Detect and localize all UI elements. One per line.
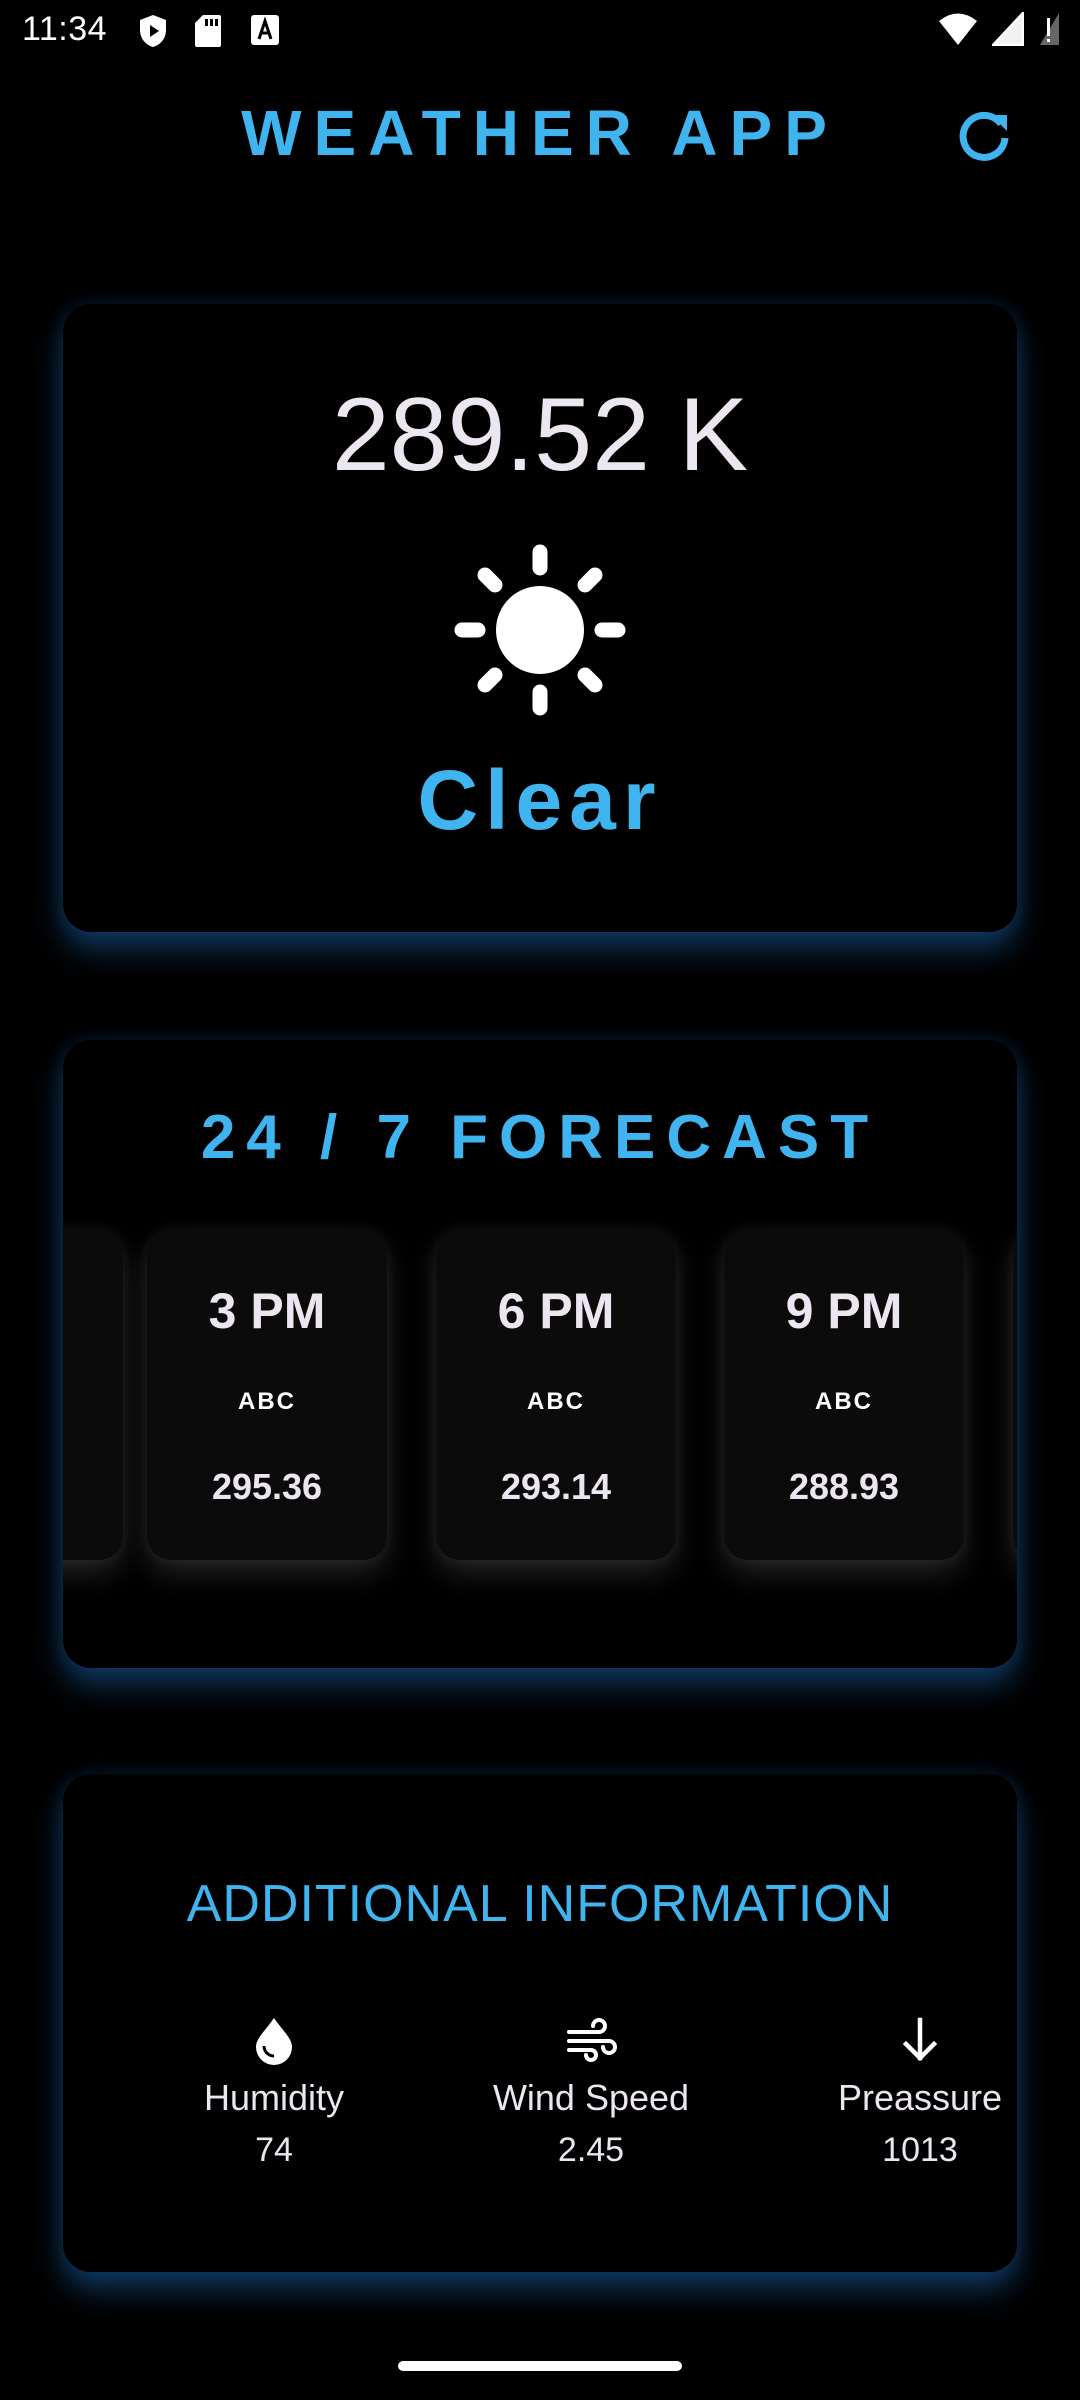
wind-speed-value: 2.45 (557, 2131, 625, 2169)
refresh-icon (959, 111, 1009, 161)
forecast-icon-text: ABC (238, 1388, 296, 1415)
weather-condition: Clear (417, 753, 663, 847)
status-time: 11:34 (22, 10, 108, 48)
wind-speed-info: Wind Speed 2.45 (461, 2014, 721, 2178)
forecast-item-partial-right[interactable] (1013, 1230, 1017, 1560)
forecast-icon-text: ABC (815, 1388, 873, 1415)
forecast-item[interactable]: 3 PM ABC 295.36 (147, 1230, 387, 1560)
current-weather-card: 289.52 K Clear (63, 304, 1017, 932)
home-indicator[interactable] (398, 2361, 682, 2371)
forecast-temp: 295.36 (211, 1466, 323, 1507)
sun-icon (454, 544, 626, 716)
water-drop-icon (256, 2018, 292, 2065)
sd-card-icon (194, 14, 228, 48)
additional-info-title: ADDITIONAL INFORMATION (186, 1875, 894, 1933)
forecast-temp: 293.14 (500, 1466, 612, 1507)
forecast-time: 6 PM (497, 1283, 615, 1339)
wind-speed-label: Wind Speed (492, 2077, 690, 2118)
current-temperature: 289.52 K (331, 377, 749, 493)
wind-icon (567, 2018, 617, 2062)
pressure-label: Preassure (837, 2077, 1003, 2118)
app-title: WEATHER APP (241, 97, 839, 169)
arrow-down-icon (902, 2017, 938, 2062)
forecast-item-partial-left[interactable] (63, 1230, 123, 1560)
status-bar: 11:34 (0, 0, 1080, 62)
cellular-signal-icon (990, 9, 1025, 51)
refresh-button[interactable] (952, 104, 1016, 168)
additional-info-card: ADDITIONAL INFORMATION Humidity 74 Wind … (63, 1774, 1017, 2272)
forecast-time: 3 PM (208, 1283, 326, 1339)
forecast-item[interactable]: 9 PM ABC 288.93 (724, 1230, 964, 1560)
forecast-icon-text: ABC (527, 1388, 585, 1415)
forecast-card: 24 / 7 FORECAST 3 PM ABC 295.36 6 PM ABC… (63, 1040, 1017, 1668)
pressure-value: 1013 (882, 2131, 958, 2169)
forecast-title: 24 / 7 FORECAST (200, 1103, 880, 1172)
signal-no-data-icon (1038, 12, 1060, 51)
font-icon (250, 14, 284, 48)
pressure-info: Preassure 1013 (790, 2014, 1050, 2178)
forecast-time: 9 PM (785, 1283, 903, 1339)
shield-play-icon (138, 14, 172, 48)
status-icons-left (138, 14, 284, 48)
humidity-info: Humidity 74 (144, 2014, 404, 2178)
status-icons-right (938, 9, 1060, 51)
wifi-icon (938, 12, 978, 51)
humidity-value: 74 (255, 2131, 293, 2169)
forecast-temp: 288.93 (788, 1466, 900, 1507)
forecast-item[interactable]: 6 PM ABC 293.14 (436, 1230, 676, 1560)
humidity-label: Humidity (203, 2077, 345, 2118)
